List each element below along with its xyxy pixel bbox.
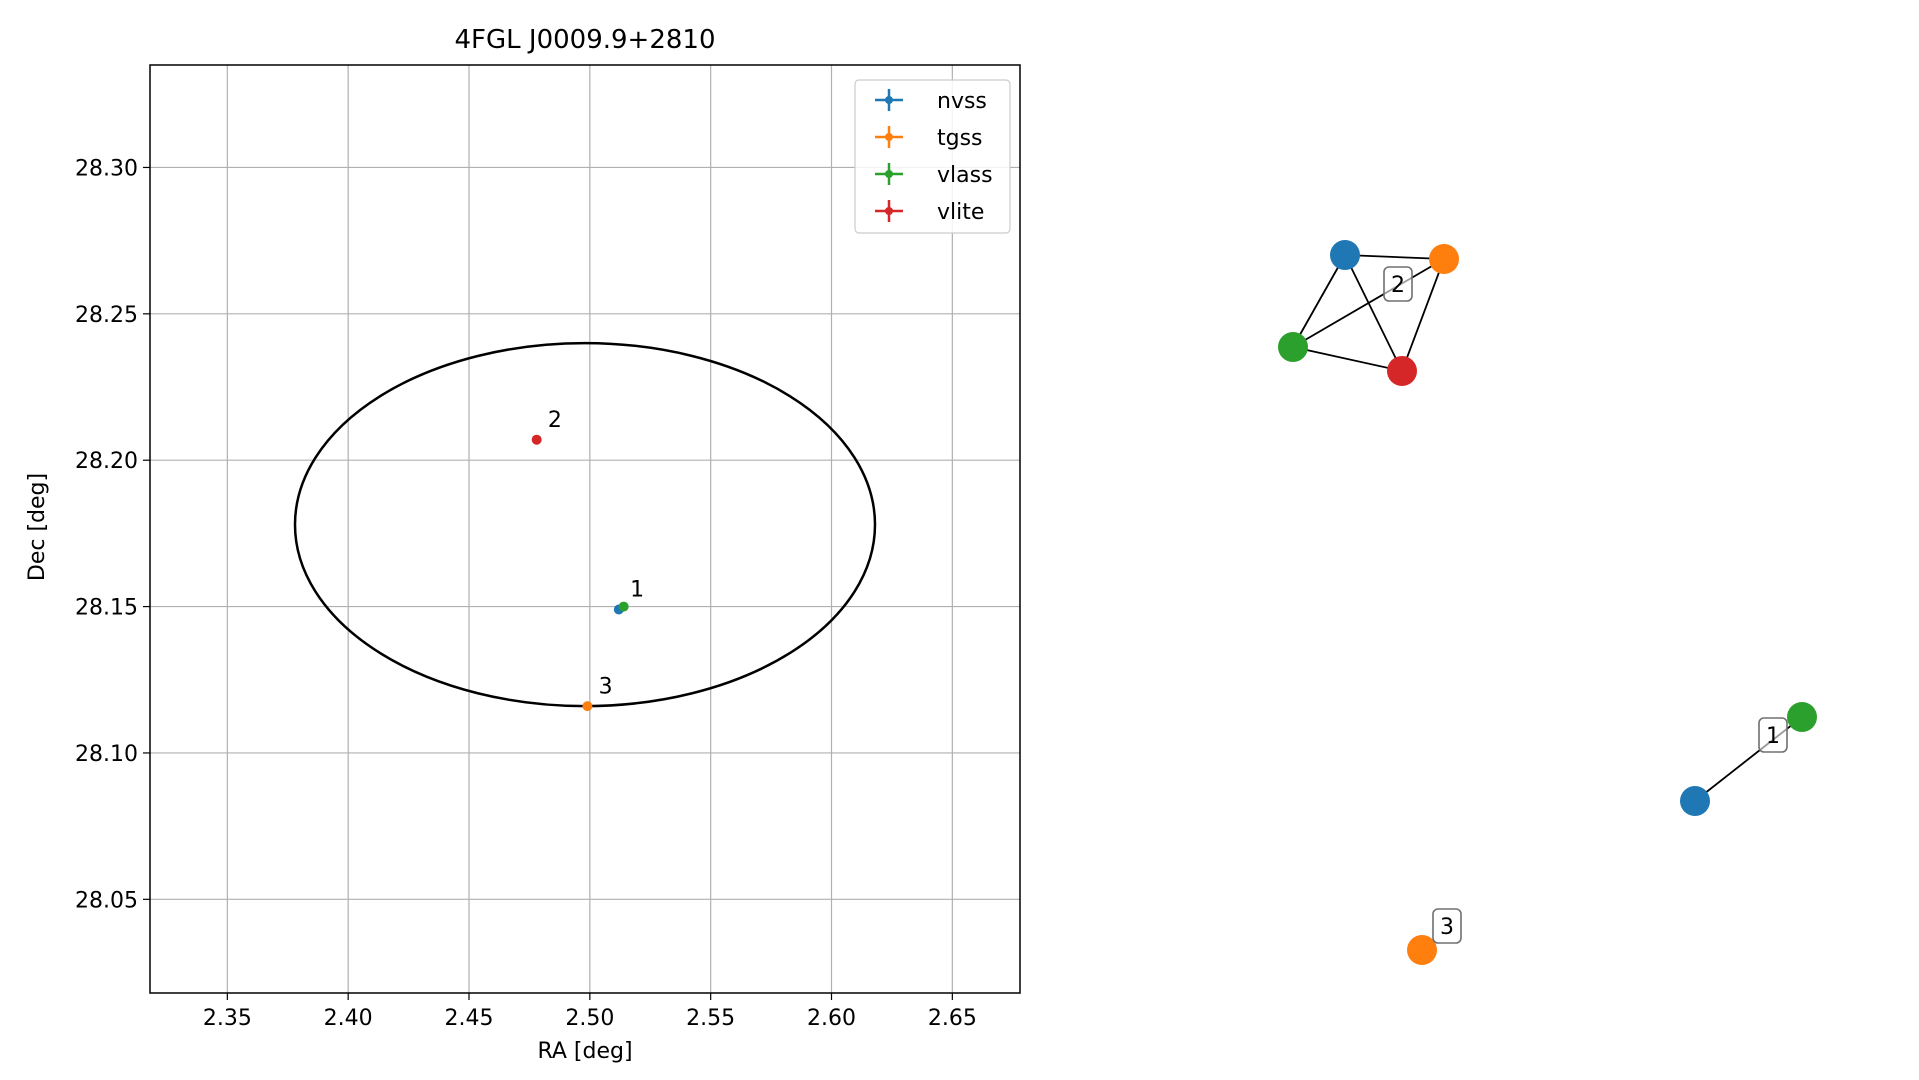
y-tick-label: 28.05 <box>75 888 138 913</box>
group-label-box <box>1758 717 1788 753</box>
x-tick-label: 2.55 <box>686 1006 735 1031</box>
graph-edge <box>1401 258 1445 372</box>
y-tick-label: 28.20 <box>75 449 138 474</box>
legend: nvss tgss vlass vlite <box>854 79 1011 234</box>
legend-label: vlite <box>937 200 984 225</box>
data-point-tgss <box>582 701 593 712</box>
legend-marker-dot <box>885 170 893 178</box>
x-tick-label: 2.60 <box>807 1006 856 1031</box>
graph-node-nvss <box>1680 786 1710 816</box>
x-tick-label: 2.35 <box>203 1006 252 1031</box>
graph-node-tgss <box>1429 244 1459 274</box>
point-annotation: 2 <box>548 408 562 433</box>
legend-marker-dot <box>885 96 893 104</box>
graph-node-vlass <box>1787 702 1817 732</box>
graph-node-vlass <box>1278 332 1308 362</box>
graph-edge <box>1344 254 1403 372</box>
data-point-vlass <box>618 601 629 612</box>
group-label-box <box>1383 266 1413 302</box>
graph-edge <box>1292 258 1445 348</box>
legend-marker-dot <box>885 207 893 215</box>
legend-label: nvss <box>937 89 987 114</box>
y-tick-label: 28.15 <box>75 596 138 621</box>
x-tick-label: 2.40 <box>324 1006 373 1031</box>
data-point-vlite <box>531 434 542 445</box>
y-tick-label: 28.10 <box>75 742 138 767</box>
x-tick-label: 2.45 <box>445 1006 494 1031</box>
scatter-plot-area: 2.35 2.40 2.45 2.50 2.55 2.60 2.65 28.05 28.10 28… <box>75 64 1021 1031</box>
group-label: 2 <box>1391 273 1405 298</box>
legend-label: tgss <box>937 126 983 151</box>
legend-marker-dot <box>885 133 893 141</box>
group-label: 1 <box>1766 724 1780 749</box>
graph-edge <box>1292 254 1346 348</box>
graph-node-vlite <box>1387 356 1417 386</box>
legend-label: vlass <box>937 163 993 188</box>
graph-edge <box>1292 346 1403 372</box>
point-annotation: 3 <box>599 674 613 699</box>
localization-ellipse <box>293 341 877 708</box>
x-tick-label: 2.50 <box>565 1006 614 1031</box>
y-axis-label: Dec [deg] <box>25 473 50 581</box>
y-tick-label: 28.25 <box>75 303 138 328</box>
y-tick-label: 28.30 <box>75 156 138 181</box>
graph-node-tgss <box>1407 935 1437 965</box>
graph-edge <box>1344 254 1445 260</box>
x-axis-label: RA [deg] <box>537 1039 632 1064</box>
legend-box <box>854 79 1011 234</box>
group-label-box <box>1432 908 1462 944</box>
group-label: 3 <box>1440 915 1454 940</box>
network-graph: 2 1 3 <box>1278 240 1817 965</box>
graph-node-nvss <box>1330 240 1360 270</box>
point-annotation: 1 <box>630 578 644 603</box>
plot-frame <box>149 64 1021 994</box>
x-tick-label: 2.65 <box>928 1006 977 1031</box>
scatter-title: 4FGL J0009.9+2810 <box>455 25 716 55</box>
